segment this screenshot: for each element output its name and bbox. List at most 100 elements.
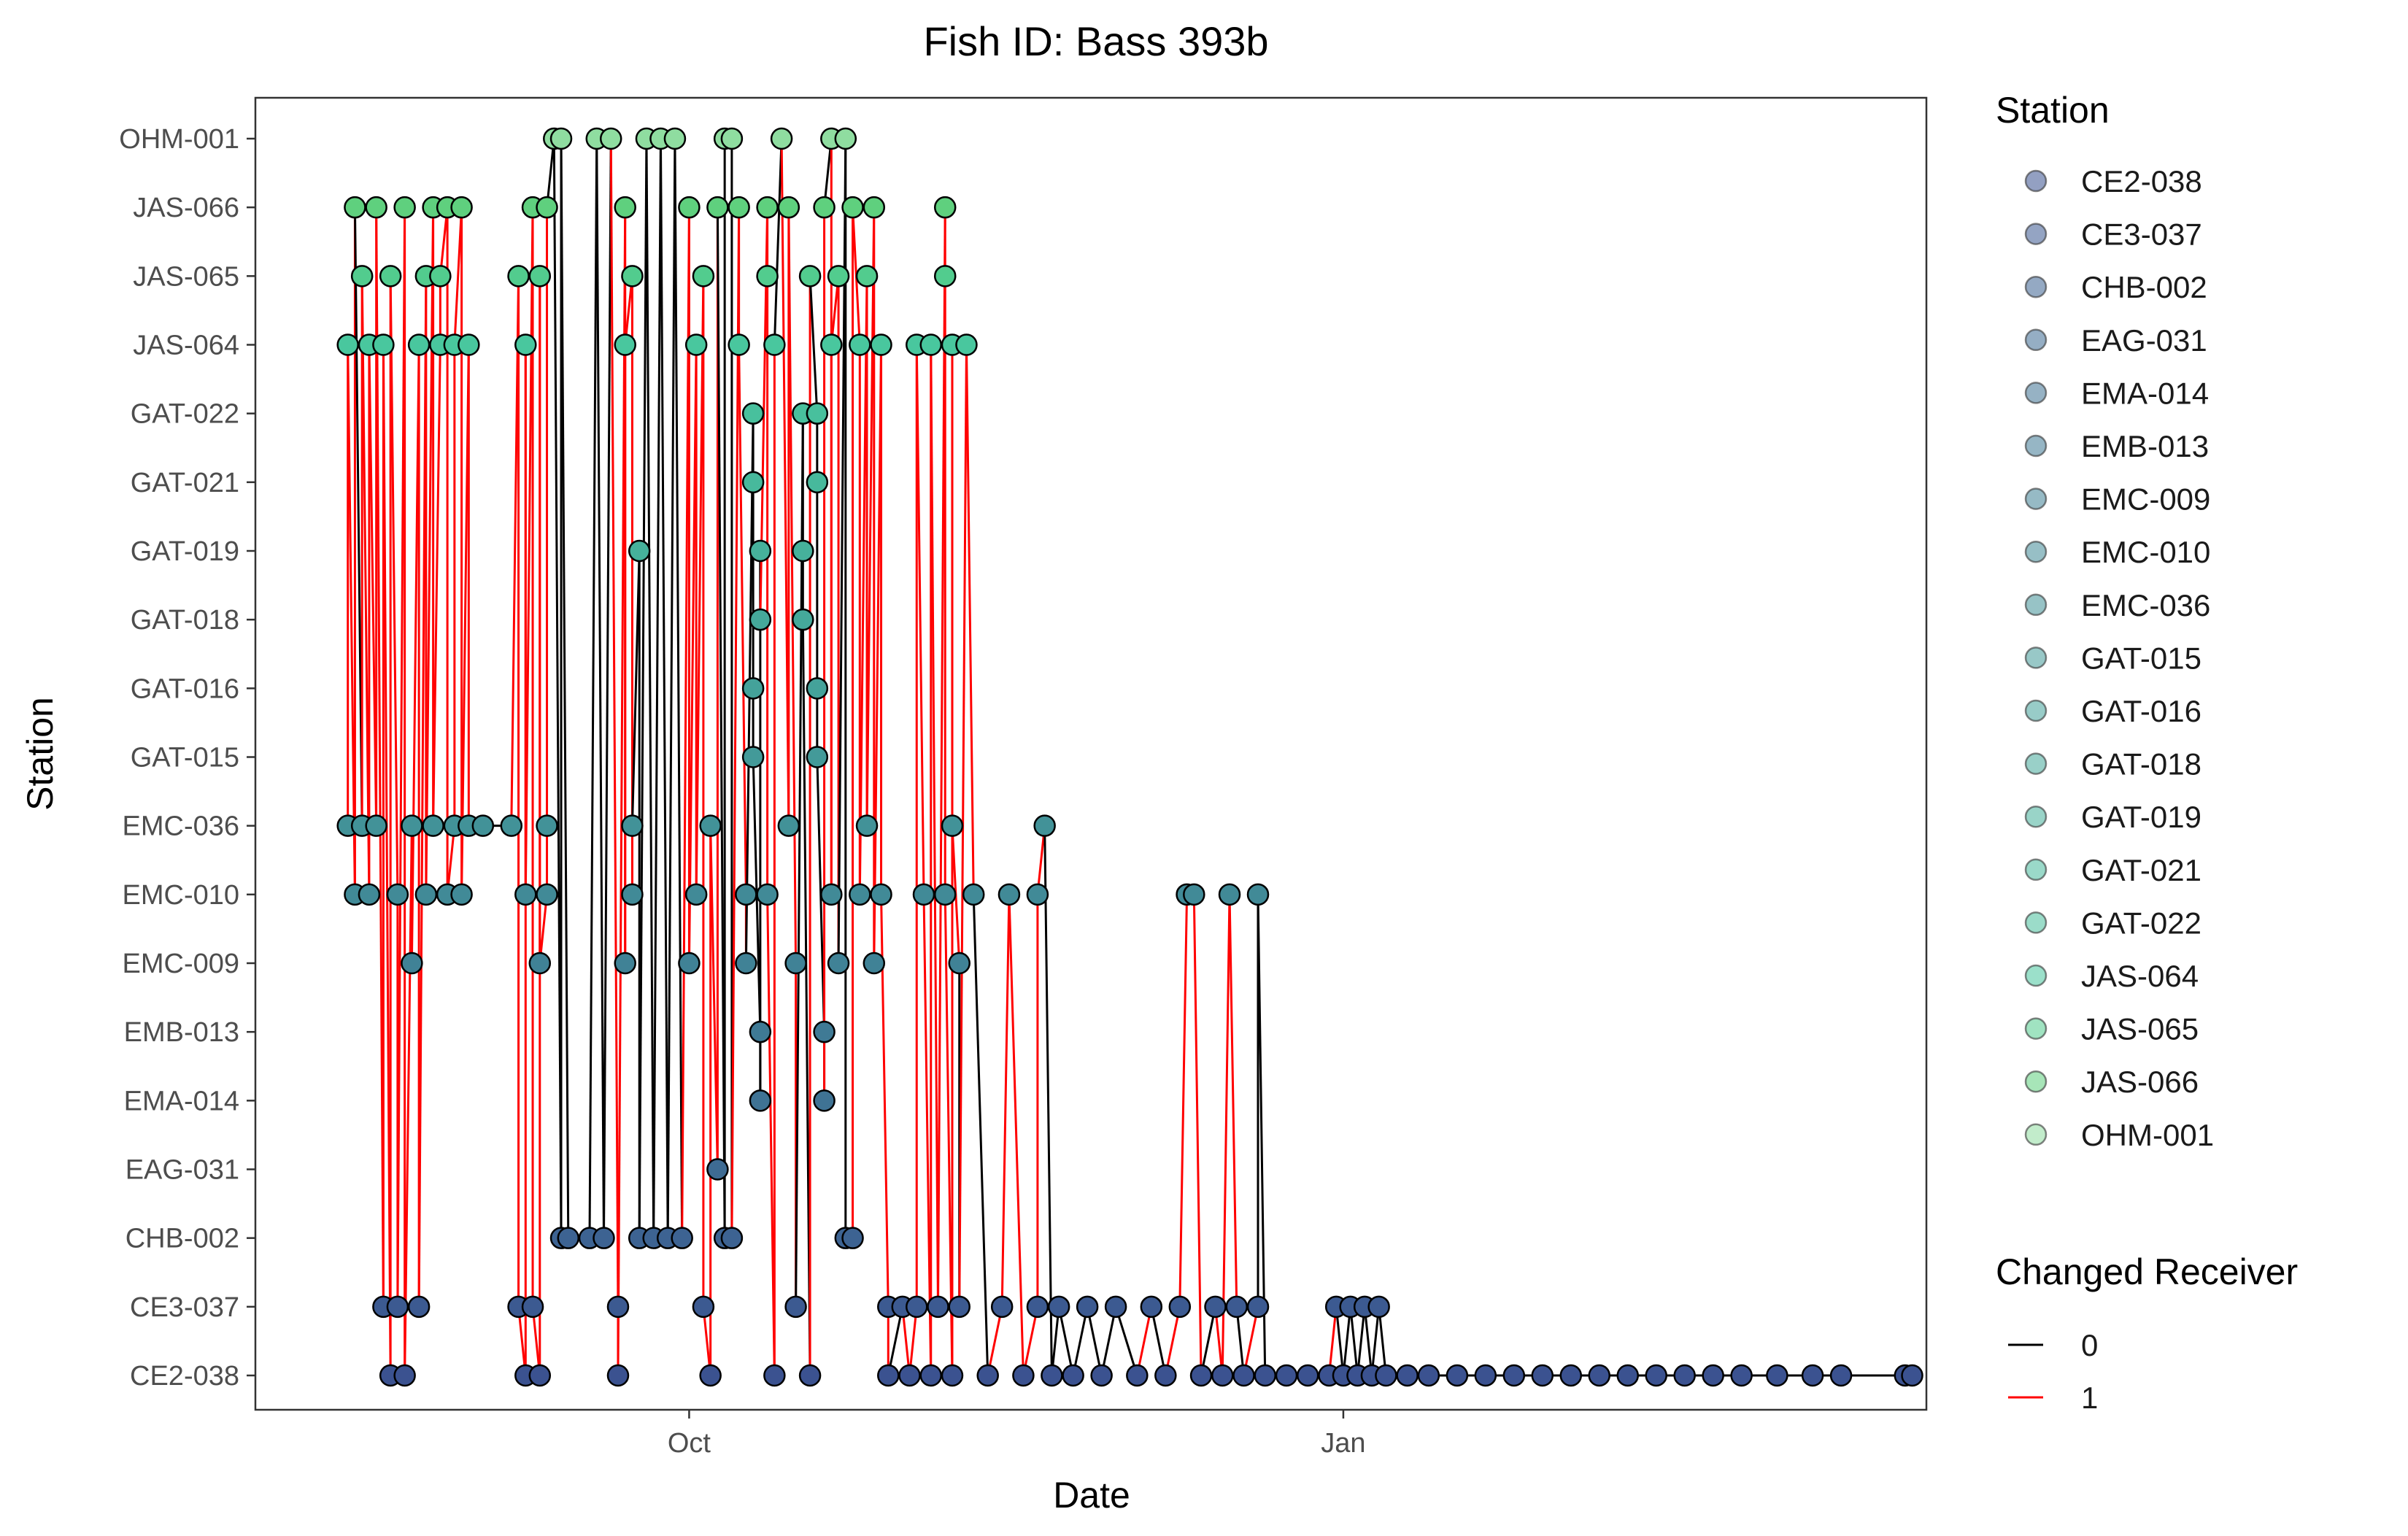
detection-point bbox=[528, 952, 552, 975]
y-tick-label: JAS-065 bbox=[133, 261, 239, 292]
detection-segment bbox=[404, 825, 413, 1376]
detection-segment bbox=[524, 207, 534, 895]
legend-station-key bbox=[2024, 593, 2048, 617]
detection-point bbox=[855, 814, 879, 837]
detection-point bbox=[919, 1364, 942, 1387]
detection-point bbox=[401, 952, 423, 975]
detection-point bbox=[450, 196, 473, 219]
detection-point bbox=[599, 127, 622, 150]
legend-station-key bbox=[2024, 752, 2048, 775]
detection-point bbox=[798, 265, 822, 287]
detection-segment bbox=[453, 207, 463, 345]
detection-segment bbox=[865, 207, 876, 826]
detection-point bbox=[948, 1295, 970, 1319]
detection-segment bbox=[595, 138, 605, 1238]
legend-change-label: 1 bbox=[2081, 1381, 2098, 1415]
legend-station-key bbox=[2024, 805, 2048, 828]
detection-segment bbox=[546, 138, 555, 208]
detection-point bbox=[1189, 1364, 1213, 1387]
detection-point bbox=[514, 333, 537, 356]
detection-segment bbox=[858, 276, 868, 895]
detection-point bbox=[393, 196, 416, 219]
detection-point bbox=[806, 402, 829, 425]
detection-point bbox=[706, 196, 729, 219]
detection-point bbox=[1126, 1364, 1149, 1387]
detection-segment bbox=[432, 344, 441, 826]
detection-point bbox=[941, 1364, 964, 1387]
detection-segment bbox=[1370, 1306, 1381, 1376]
detection-point bbox=[741, 471, 765, 494]
detection-point bbox=[997, 883, 1021, 906]
detection-segment bbox=[936, 207, 946, 1307]
detection-segment bbox=[1200, 1306, 1217, 1376]
detection-point bbox=[1062, 1364, 1084, 1387]
detection-point bbox=[379, 265, 402, 287]
detection-segment bbox=[1235, 1306, 1246, 1376]
detection-segment bbox=[602, 138, 612, 1238]
detection-segment bbox=[681, 207, 690, 1238]
detection-point bbox=[834, 127, 857, 150]
detection-point bbox=[735, 883, 757, 906]
detection-segment bbox=[510, 276, 520, 826]
detection-point bbox=[749, 1089, 772, 1112]
detection-segment bbox=[1072, 1306, 1089, 1376]
detection-point bbox=[1502, 1364, 1526, 1387]
detection-point bbox=[976, 1364, 999, 1387]
detection-point bbox=[927, 1295, 949, 1319]
detection-point bbox=[1232, 1364, 1255, 1387]
detection-segment bbox=[795, 413, 804, 1307]
detection-point bbox=[1275, 1364, 1298, 1387]
detection-point bbox=[741, 746, 765, 768]
detection-segment bbox=[389, 276, 399, 895]
detection-segment bbox=[1178, 894, 1189, 1307]
detection-point bbox=[919, 333, 942, 356]
detection-segment bbox=[1214, 1306, 1224, 1376]
detection-segment bbox=[1008, 894, 1024, 1376]
legend-station-key bbox=[2024, 169, 2048, 193]
detection-point bbox=[684, 333, 708, 356]
detection-point bbox=[429, 265, 452, 287]
detection-segment bbox=[943, 894, 954, 1376]
detection-point bbox=[735, 952, 757, 975]
detection-point bbox=[1829, 1364, 1853, 1387]
x-tick-label: Oct bbox=[668, 1428, 711, 1459]
detection-point bbox=[407, 333, 431, 356]
detection-point bbox=[1041, 1364, 1063, 1387]
detection-segment bbox=[716, 207, 726, 1238]
detection-segment bbox=[972, 894, 989, 1376]
detection-segment bbox=[709, 825, 719, 1170]
detection-segment bbox=[410, 344, 420, 964]
detection-segment bbox=[1135, 1306, 1153, 1376]
detection-segment bbox=[687, 344, 698, 964]
detection-point bbox=[813, 1089, 836, 1112]
y-tick-label: CE2-038 bbox=[130, 1361, 239, 1392]
y-tick-label: GAT-016 bbox=[131, 674, 239, 704]
legend-station-key bbox=[2024, 1017, 2048, 1040]
detection-point bbox=[614, 333, 636, 356]
detection-point bbox=[628, 539, 651, 563]
detection-point bbox=[1766, 1364, 1788, 1387]
x-axis: Oct Jan bbox=[668, 1410, 1366, 1459]
detection-point bbox=[1140, 1295, 1163, 1319]
detection-point bbox=[507, 265, 530, 287]
legend-station-key bbox=[2024, 328, 2048, 352]
detection-point bbox=[671, 1227, 693, 1249]
detection-point bbox=[933, 196, 957, 219]
detection-point bbox=[941, 814, 964, 837]
legend-station-label: EMA-014 bbox=[2081, 376, 2209, 410]
detection-point bbox=[1026, 883, 1049, 906]
detection-segment bbox=[809, 276, 819, 414]
legend-changed-receiver: Changed Receiver 0 1 bbox=[1996, 1251, 2298, 1415]
detection-point bbox=[813, 196, 836, 219]
detection-point bbox=[870, 883, 892, 906]
detection-point bbox=[870, 333, 892, 356]
detection-point bbox=[784, 952, 807, 975]
legend-station-label: CE3-037 bbox=[2081, 217, 2202, 252]
detection-point bbox=[756, 196, 779, 219]
detection-point bbox=[806, 677, 829, 700]
detection-point bbox=[450, 883, 473, 906]
detection-point bbox=[728, 333, 750, 356]
detection-point bbox=[458, 333, 480, 356]
detection-point bbox=[955, 333, 978, 356]
